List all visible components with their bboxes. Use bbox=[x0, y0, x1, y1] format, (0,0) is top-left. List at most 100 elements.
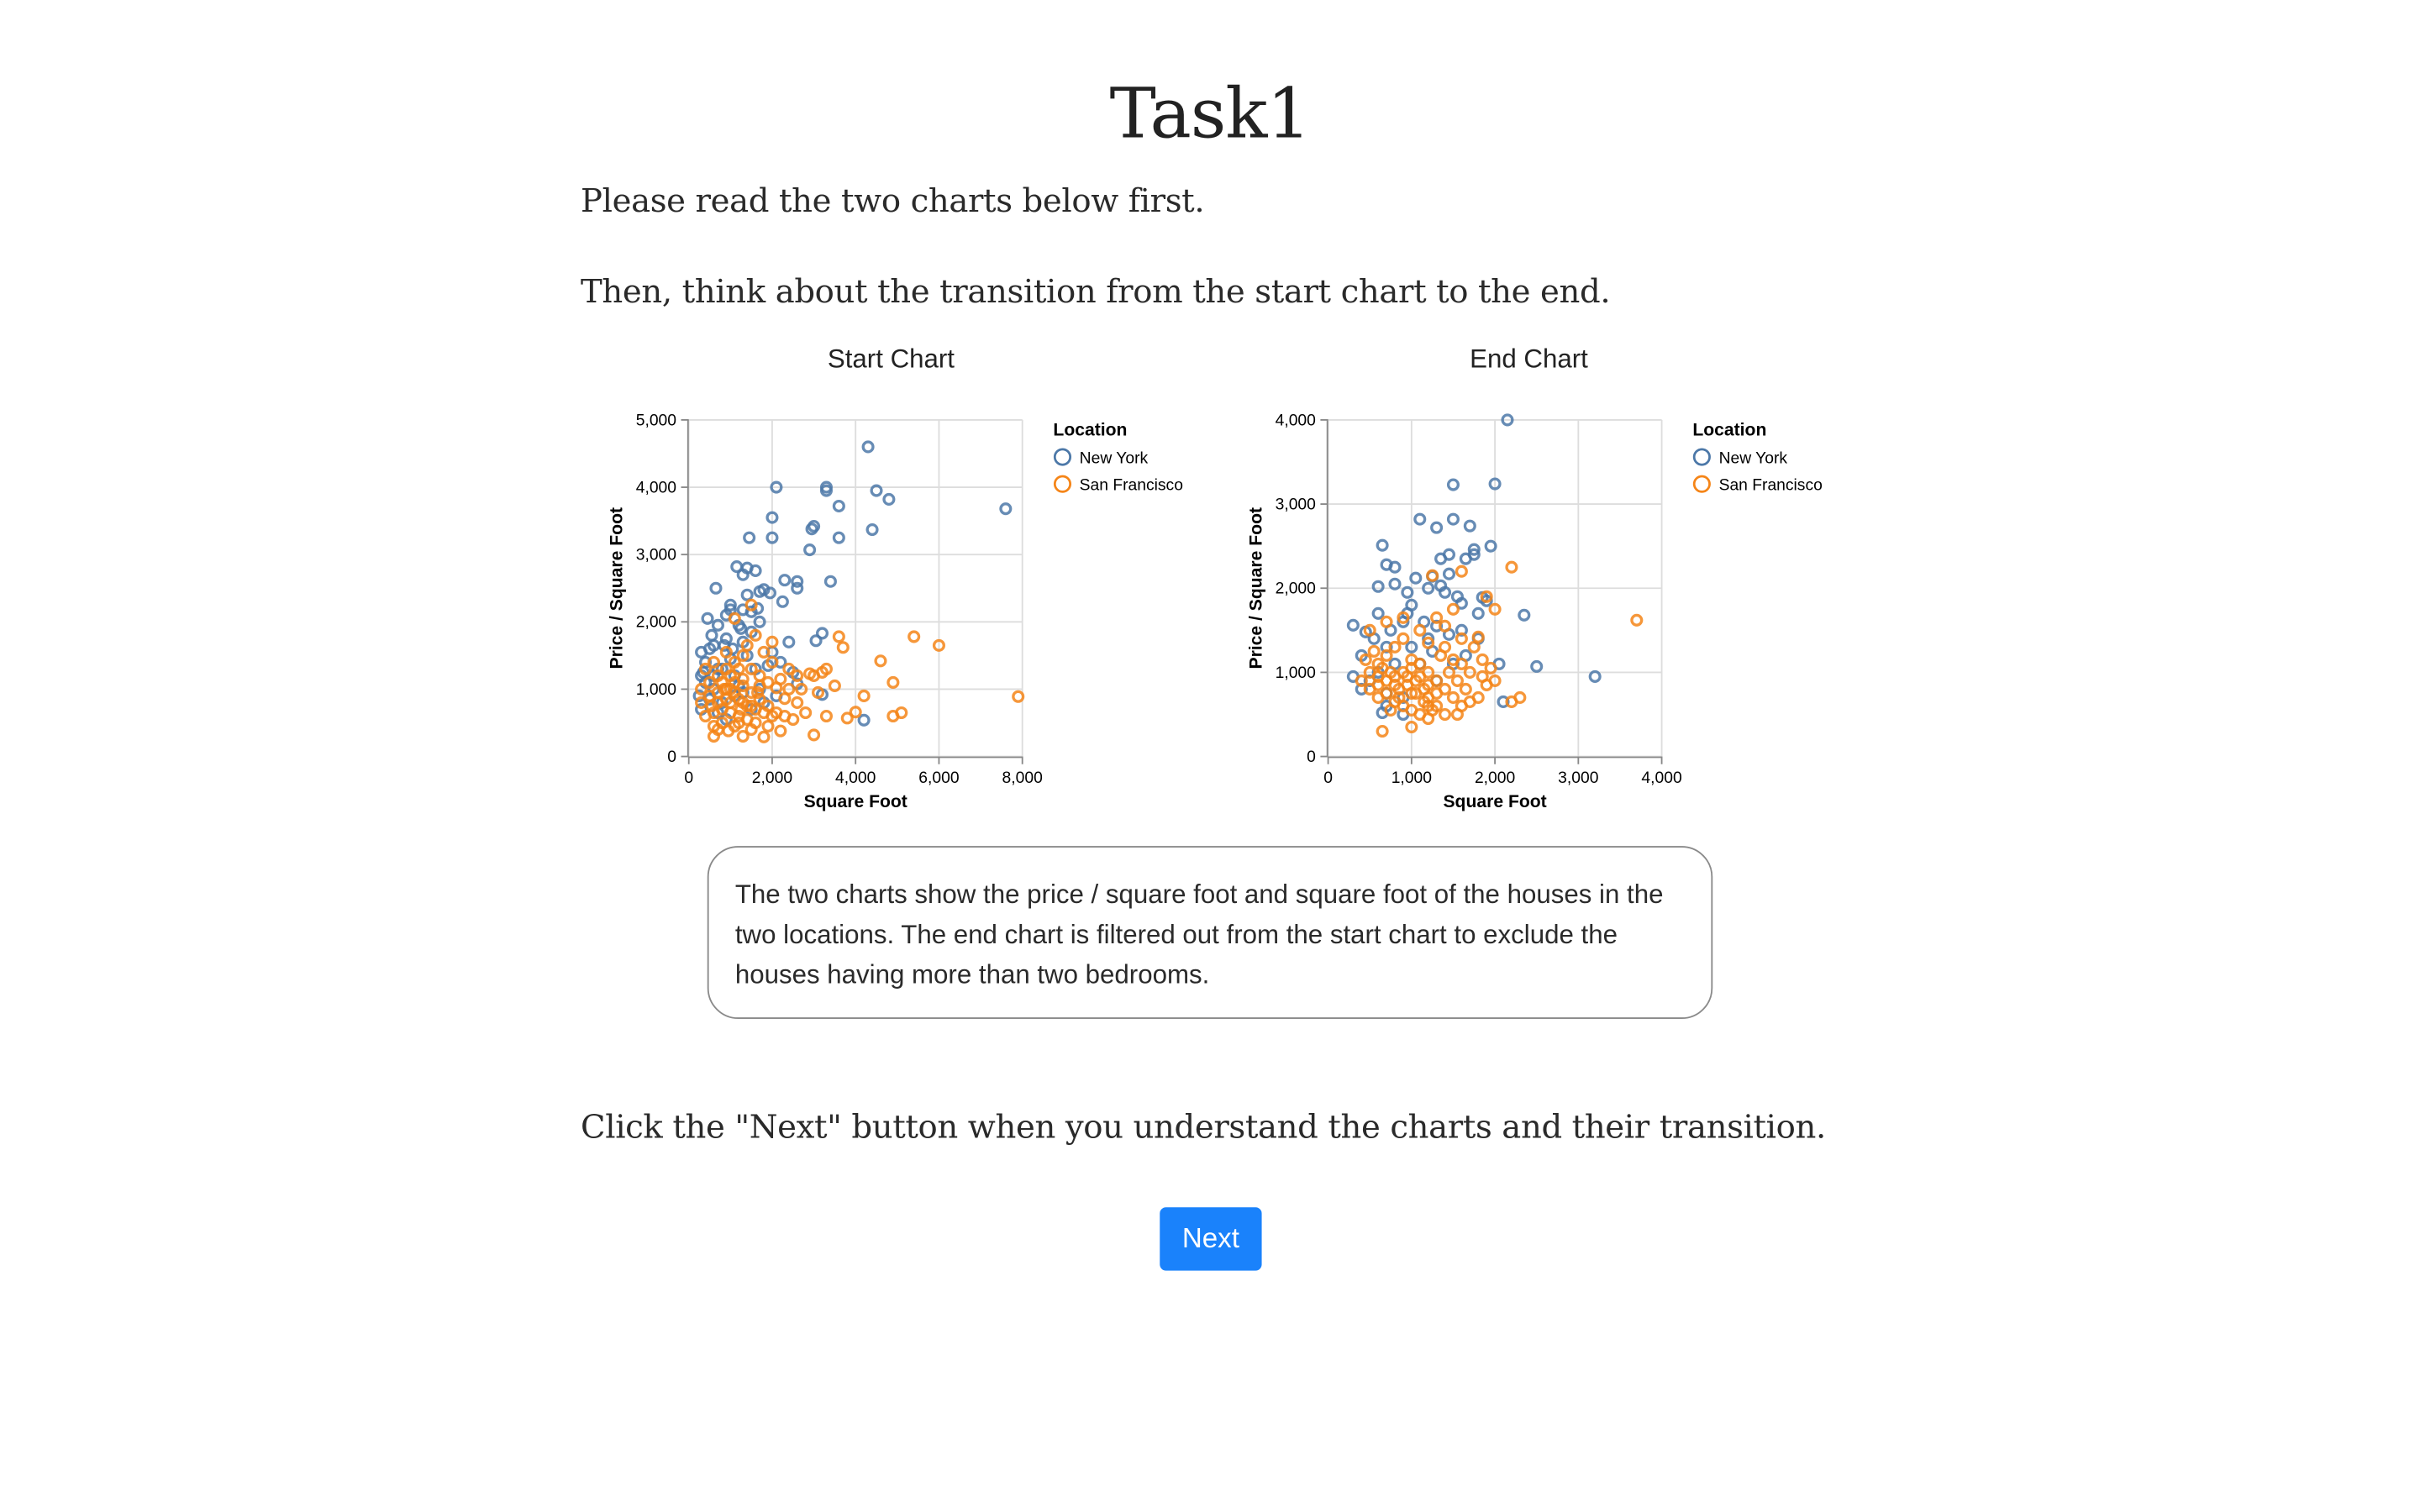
data-point bbox=[1471, 606, 1485, 620]
data-point bbox=[1439, 585, 1452, 599]
data-point bbox=[765, 635, 779, 648]
data-point bbox=[743, 531, 756, 544]
data-point bbox=[736, 568, 750, 581]
data-point bbox=[808, 728, 821, 742]
data-point bbox=[786, 712, 800, 727]
data-point bbox=[744, 722, 758, 737]
data-point bbox=[1405, 653, 1418, 666]
data-point bbox=[1484, 539, 1497, 553]
data-point bbox=[740, 638, 754, 652]
data-point bbox=[1588, 669, 1602, 683]
data-point bbox=[765, 531, 779, 544]
chart-description-box: The two charts show the price / square f… bbox=[707, 846, 1713, 1020]
data-point bbox=[1413, 512, 1427, 526]
data-point bbox=[1405, 720, 1418, 734]
series-san-francisco bbox=[1355, 560, 1644, 738]
data-point bbox=[728, 719, 741, 733]
data-point bbox=[1405, 686, 1418, 700]
data-point bbox=[870, 484, 883, 497]
next-button[interactable]: Next bbox=[1160, 1207, 1262, 1271]
end-chart: 0 1,000 2,000 3,000 4,000 0 1,000 2,000 3,000 4,0… bbox=[1247, 412, 1823, 811]
data-point bbox=[812, 685, 825, 699]
data-point bbox=[1418, 682, 1431, 696]
data-point bbox=[751, 685, 765, 699]
data-point bbox=[805, 522, 818, 536]
y-tick-label: 2,000 bbox=[636, 614, 676, 632]
data-point bbox=[1426, 569, 1439, 582]
data-point bbox=[832, 531, 845, 544]
data-point bbox=[1392, 690, 1406, 704]
data-point bbox=[740, 588, 754, 601]
x-tick-label: 3,000 bbox=[1558, 769, 1598, 787]
data-point bbox=[776, 595, 789, 608]
data-point bbox=[1380, 615, 1393, 628]
data-point bbox=[1480, 594, 1493, 607]
page-title: Task1 bbox=[1109, 72, 1312, 155]
data-point bbox=[709, 581, 723, 595]
x-tick-label: 6,000 bbox=[918, 769, 959, 787]
data-point bbox=[819, 484, 833, 497]
data-point bbox=[1346, 618, 1360, 632]
data-point bbox=[1380, 640, 1393, 654]
data-point bbox=[1409, 571, 1423, 585]
instruction-think-transition: Then, think about the transition from th… bbox=[581, 273, 1611, 311]
data-point bbox=[1446, 690, 1460, 704]
x-tick-label: 4,000 bbox=[1641, 769, 1681, 787]
data-point bbox=[1439, 707, 1452, 722]
data-point bbox=[1497, 695, 1510, 708]
data-point bbox=[1422, 632, 1435, 645]
data-point bbox=[751, 601, 765, 615]
data-point bbox=[734, 702, 748, 717]
legend-title: Location bbox=[1692, 420, 1766, 439]
data-point bbox=[1397, 632, 1410, 645]
data-point bbox=[732, 662, 745, 675]
data-point bbox=[774, 724, 787, 738]
data-point bbox=[1476, 669, 1489, 683]
data-point bbox=[1459, 552, 1472, 565]
data-point bbox=[753, 679, 766, 692]
data-point bbox=[1388, 560, 1402, 574]
data-point bbox=[695, 645, 708, 659]
data-point bbox=[815, 627, 829, 640]
data-point bbox=[1442, 567, 1456, 580]
data-point bbox=[1463, 519, 1476, 533]
data-point bbox=[809, 634, 823, 648]
data-point bbox=[1530, 659, 1544, 673]
data-point bbox=[1630, 613, 1644, 627]
data-point bbox=[1455, 632, 1468, 645]
data-point bbox=[723, 669, 737, 682]
data-point bbox=[1488, 477, 1502, 491]
data-point bbox=[774, 672, 787, 685]
data-point bbox=[723, 598, 737, 612]
data-point bbox=[803, 667, 817, 680]
data-point bbox=[1359, 653, 1372, 666]
data-point bbox=[861, 440, 875, 454]
data-point bbox=[719, 632, 733, 645]
data-point bbox=[886, 675, 900, 689]
data-point bbox=[744, 605, 758, 618]
data-point bbox=[1505, 695, 1518, 708]
data-point bbox=[857, 713, 871, 727]
data-point bbox=[705, 699, 718, 713]
legend-symbol bbox=[1692, 448, 1711, 466]
data-point bbox=[1439, 619, 1452, 633]
data-point bbox=[705, 628, 718, 642]
data-point bbox=[795, 682, 808, 696]
data-point bbox=[718, 682, 731, 696]
x-tick-label: 2,000 bbox=[752, 769, 792, 787]
legend-symbol bbox=[1053, 475, 1072, 493]
data-point bbox=[701, 612, 714, 625]
data-point bbox=[1476, 653, 1489, 666]
data-point bbox=[744, 598, 758, 612]
data-point bbox=[1488, 602, 1502, 616]
data-point bbox=[932, 638, 945, 652]
data-point bbox=[1405, 640, 1418, 654]
data-point bbox=[1371, 580, 1385, 593]
data-point bbox=[707, 655, 721, 669]
data-point bbox=[1430, 619, 1444, 633]
data-point bbox=[832, 630, 845, 643]
data-point bbox=[765, 655, 779, 669]
data-point bbox=[999, 502, 1013, 516]
start-chart-title: Start Chart bbox=[827, 344, 955, 374]
data-point bbox=[1463, 665, 1476, 679]
